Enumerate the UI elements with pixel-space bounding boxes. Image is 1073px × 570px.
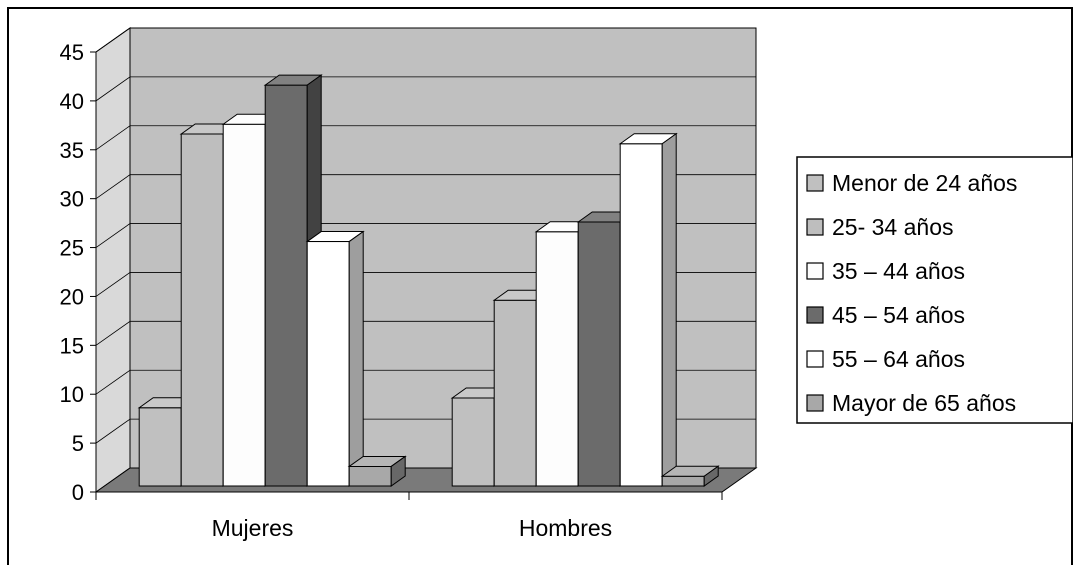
y-tick-label: 0: [72, 480, 84, 505]
grid-line: [95, 125, 756, 151]
legend: Menor de 24 años 25- 34 años 35 – 44 años 4…: [796, 156, 1073, 424]
legend-swatch: [806, 174, 824, 192]
legend-label: 55 – 64 años: [832, 346, 965, 372]
x-axis: Mujeres Hombres: [95, 491, 723, 541]
legend-label: Menor de 24 años: [832, 170, 1017, 196]
y-tick-label: 10: [60, 382, 84, 407]
y-tick-label: 30: [60, 187, 84, 212]
bar-front: [264, 84, 308, 487]
x-tick-label: Hombres: [519, 515, 612, 541]
legend-label: 45 – 54 años: [832, 302, 965, 328]
legend-box: [796, 156, 1073, 424]
y-tick-label: 5: [72, 431, 84, 456]
bar-side: [390, 455, 406, 487]
bar-front: [661, 475, 705, 487]
bar-side: [661, 132, 677, 487]
bar: [660, 465, 720, 487]
legend-label: 35 – 44 años: [832, 258, 965, 284]
bar-front: [451, 397, 495, 487]
bar-front: [138, 407, 182, 487]
y-tick-label: 25: [60, 236, 84, 261]
bar-front: [180, 133, 224, 487]
bar-front: [535, 231, 579, 487]
legend-label: Mayor de 65 años: [832, 390, 1016, 416]
bar-front: [493, 299, 537, 487]
bar-front: [619, 143, 663, 487]
y-tick-label: 15: [60, 333, 84, 358]
bar: [347, 455, 407, 487]
bar-side: [348, 230, 364, 487]
y-tick-label: 20: [60, 284, 84, 309]
grid-line: [95, 76, 756, 102]
legend-swatch: [806, 262, 824, 280]
x-tick-label: Mujeres: [212, 515, 294, 541]
bar-front: [577, 221, 621, 487]
legend-swatch: [806, 350, 824, 368]
bar-front: [348, 465, 392, 487]
y-axis: 0 5 10 15 20 25 30 35 40 45: [60, 40, 97, 505]
bar-front: [306, 241, 350, 487]
legend-swatch: [806, 218, 824, 236]
y-tick-label: 40: [60, 89, 84, 114]
bars: [137, 74, 720, 487]
bar-side: [703, 465, 719, 487]
grid-line: [95, 174, 756, 199]
y-tick-label: 35: [60, 138, 84, 163]
bar: [618, 132, 678, 487]
y-tick-label: 45: [60, 40, 84, 65]
bar: [305, 230, 365, 487]
grid-line: [95, 27, 756, 53]
bar-front: [222, 123, 266, 487]
legend-swatch: [806, 306, 824, 324]
legend-swatch: [806, 394, 824, 412]
legend-label: 25- 34 años: [832, 214, 953, 240]
